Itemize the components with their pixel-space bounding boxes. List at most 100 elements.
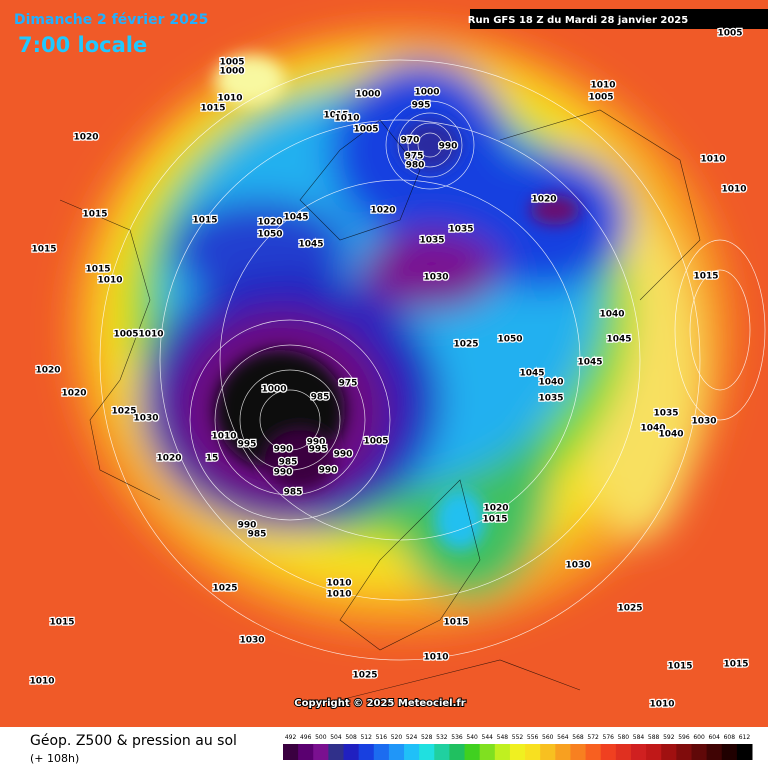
pressure-label: 1020	[483, 504, 508, 514]
pressure-label: 995	[309, 445, 328, 455]
footer-title: Géop. Z500 & pression au sol	[30, 733, 237, 749]
scale-swatch	[509, 744, 526, 760]
pressure-label: 990	[439, 142, 458, 152]
pressure-label: 1025	[617, 604, 642, 614]
scale-swatch	[373, 744, 390, 760]
scale-label: 500	[315, 734, 327, 741]
pressure-label: 1040	[538, 378, 563, 388]
scale-label: 548	[497, 734, 509, 741]
scale-label: 608	[724, 734, 736, 741]
pressure-label: 1020	[370, 206, 395, 216]
pressure-label: 990	[238, 521, 257, 531]
scale-swatch	[736, 744, 753, 760]
pressure-label: 1035	[448, 225, 473, 235]
scale-swatch	[646, 744, 662, 760]
pressure-label: 1005	[113, 330, 138, 340]
pressure-label: 995	[238, 440, 257, 450]
scale-swatch	[449, 744, 466, 760]
scale-swatch	[464, 744, 481, 760]
pressure-label: 970	[401, 136, 420, 146]
pressure-label: 1010	[217, 94, 242, 104]
pressure-label: 1015	[693, 272, 718, 282]
color-scale: 492 496 500 504 508 512 516 520 524 528 532 536 540 5…	[283, 734, 753, 760]
pressure-label: 1020	[61, 389, 86, 399]
pressure-label: 1010	[649, 700, 674, 710]
pressure-label: 1040	[640, 424, 665, 434]
scale-label: 596	[678, 734, 690, 741]
copyright: Copyright © 2025 Meteociel.fr	[294, 698, 465, 709]
footer-lead: (+ 108h)	[30, 752, 79, 765]
pressure-label: 1015	[85, 265, 110, 275]
pressure-label: 1010	[334, 114, 359, 124]
pressure-label: 1010	[423, 653, 448, 663]
pressure-label: 985	[284, 488, 303, 498]
scale-swatch	[706, 744, 723, 760]
pressure-label: 1000	[355, 90, 380, 100]
pressure-label: 1010	[590, 81, 615, 91]
run-label: Run GFS 18 Z du Mardi 28 janvier 2025	[468, 15, 688, 26]
scale-label: 552	[512, 734, 524, 741]
pressure-label: 1020	[531, 195, 556, 205]
pressure-label: 990	[274, 468, 293, 478]
scale-label: 540	[466, 734, 478, 741]
pressure-label: 1010	[138, 330, 163, 340]
pressure-label: 1045	[283, 213, 308, 223]
scale-swatch	[721, 744, 738, 760]
scale-swatch	[676, 744, 692, 760]
pressure-label: 1020	[257, 218, 282, 228]
scale-swatch	[540, 744, 556, 760]
pressure-label: 990	[274, 445, 293, 455]
pressure-label: 1030	[565, 561, 590, 571]
pressure-label: 1005	[363, 437, 388, 447]
scale-label: 524	[406, 734, 418, 741]
scale-label: 544	[482, 734, 494, 741]
scale-swatch	[570, 744, 587, 760]
scale-label: 512	[360, 734, 372, 741]
scale-swatch	[419, 744, 435, 760]
pressure-label: 1035	[538, 394, 563, 404]
pressure-label: 1040	[599, 310, 624, 320]
scale-label: 532	[436, 734, 448, 741]
scale-swatch	[283, 744, 299, 760]
scale-label: 504	[330, 734, 342, 741]
scale-label: 576	[603, 734, 615, 741]
pressure-label: 1025	[453, 340, 478, 350]
map-field	[0, 0, 768, 727]
scale-label: 568	[572, 734, 584, 741]
pressure-label: 1005	[588, 93, 613, 103]
pressure-label: 1045	[606, 335, 631, 345]
pressure-label: 985	[279, 458, 298, 468]
scale-swatch	[494, 744, 511, 760]
pressure-label: 1025	[111, 407, 136, 417]
pressure-label: 990	[319, 466, 338, 476]
pressure-label: 995	[412, 101, 431, 111]
scale-label: 564	[557, 734, 569, 741]
scale-label: 520	[391, 734, 403, 741]
scale-swatch	[555, 744, 571, 760]
scale-swatch	[525, 744, 541, 760]
scale-label: 580	[618, 734, 630, 741]
pressure-label: 1015	[723, 660, 748, 670]
scale-label: 508	[345, 734, 357, 741]
pressure-label: 1020	[156, 454, 181, 464]
scale-swatch	[404, 744, 420, 760]
pressure-label: 990	[334, 450, 353, 460]
scale-label: 592	[663, 734, 675, 741]
pressure-label: 985	[248, 530, 267, 540]
pressure-label: 1015	[49, 618, 74, 628]
pressure-label: 1015	[667, 662, 692, 672]
scale-swatch	[343, 744, 360, 760]
scale-swatch	[585, 744, 602, 760]
pressure-label: 1015	[200, 104, 225, 114]
pressure-label: 975	[405, 152, 424, 162]
pressure-label: 1010	[326, 579, 351, 589]
pressure-label: 1045	[577, 358, 602, 368]
scale-swatch	[661, 744, 677, 760]
scale-swatch	[434, 744, 450, 760]
scale-label: 536	[451, 734, 463, 741]
scale-label: 612	[739, 734, 751, 741]
date-label: Dimanche 2 février 2025	[14, 12, 208, 28]
pressure-label: 1050	[257, 230, 282, 240]
